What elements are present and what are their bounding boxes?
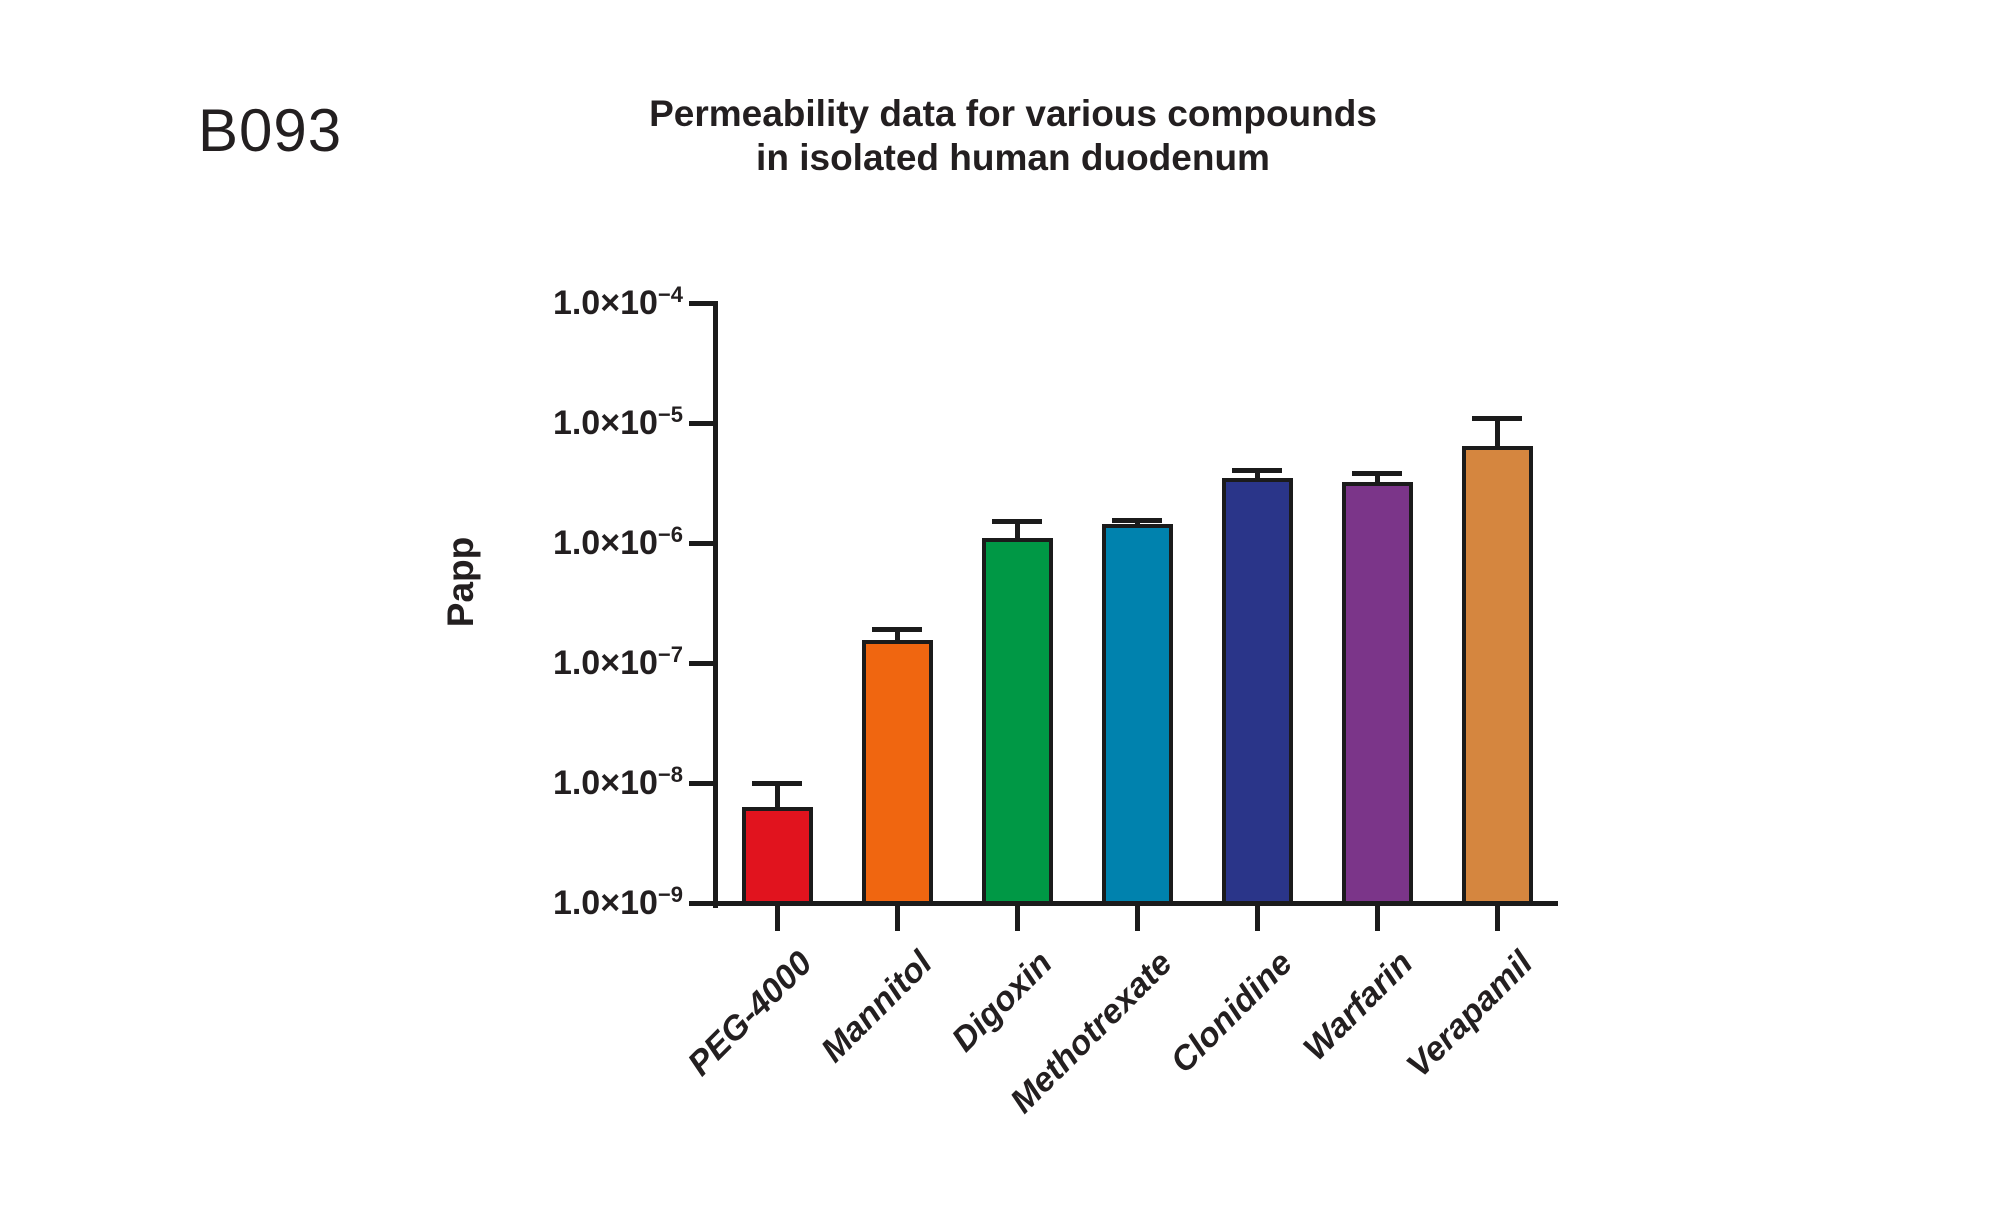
chart-title-line1: Permeability data for various compounds [649, 93, 1377, 134]
x-tick [775, 905, 780, 931]
y-tick-label: 1.0×10−5 [552, 401, 683, 442]
y-tick-label: 1.0×10−6 [552, 521, 683, 562]
x-tick [1135, 905, 1140, 931]
x-tick [1495, 905, 1500, 931]
error-bar-stem-clonidine [1254, 470, 1260, 484]
y-tick-exponent: −6 [657, 521, 683, 547]
error-bar-cap-warfarin [1352, 470, 1402, 476]
y-tick-exponent: −4 [657, 281, 683, 307]
y-tick [689, 301, 713, 306]
error-bar-stem-digoxin [1014, 521, 1020, 545]
error-bar-cap-peg-4000 [752, 780, 802, 786]
y-tick [689, 781, 713, 786]
error-bar-cap-methotrexate [1112, 517, 1162, 523]
x-tick-label-verapamil: Verapamil [1398, 944, 1540, 1085]
bar-mannitol [861, 640, 933, 905]
error-bar-stem-warfarin [1374, 473, 1380, 489]
x-tick [1015, 905, 1020, 931]
error-bar-cap-clonidine [1232, 468, 1282, 474]
y-tick-exponent: −5 [657, 401, 683, 427]
y-tick-label: 1.0×10−7 [552, 641, 683, 682]
y-tick-label: 1.0×10−4 [552, 281, 683, 322]
bar-peg-4000 [741, 807, 813, 905]
x-tick-label-digoxin: Digoxin [944, 944, 1060, 1060]
bar-clonidine [1221, 477, 1293, 905]
error-bar-cap-digoxin [992, 519, 1042, 525]
error-bar-stem-peg-4000 [774, 783, 780, 814]
chart-title: Permeability data for various compounds … [513, 92, 1513, 180]
x-tick-label-warfarin: Warfarin [1295, 944, 1420, 1068]
y-tick-exponent: −9 [657, 881, 683, 907]
x-tick [1255, 905, 1260, 931]
y-tick [689, 901, 713, 906]
y-tick [689, 541, 713, 546]
error-bar-stem-verapamil [1494, 418, 1500, 453]
y-tick-exponent: −7 [657, 641, 683, 667]
y-tick-label: 1.0×10−9 [552, 881, 683, 922]
x-tick-label-mannitol: Mannitol [814, 944, 940, 1070]
error-bar-cap-mannitol [872, 627, 922, 633]
bar-warfarin [1341, 482, 1413, 905]
chart-title-line2: in isolated human duodenum [756, 137, 1270, 178]
figure-label: B093 [198, 97, 343, 164]
y-tick-label: 1.0×10−8 [552, 761, 683, 802]
y-axis-line [713, 301, 718, 908]
y-tick [689, 421, 713, 426]
bar-verapamil [1461, 446, 1533, 905]
x-tick-label-peg-4000: PEG-4000 [680, 944, 820, 1084]
y-tick-exponent: −8 [657, 761, 683, 787]
y-tick [689, 661, 713, 666]
x-tick [895, 905, 900, 931]
x-tick-label-clonidine: Clonidine [1163, 944, 1300, 1081]
error-bar-stem-mannitol [894, 629, 900, 647]
error-bar-cap-verapamil [1472, 415, 1522, 421]
bar-digoxin [981, 538, 1053, 905]
x-tick [1375, 905, 1380, 931]
bar-methotrexate [1101, 523, 1173, 905]
